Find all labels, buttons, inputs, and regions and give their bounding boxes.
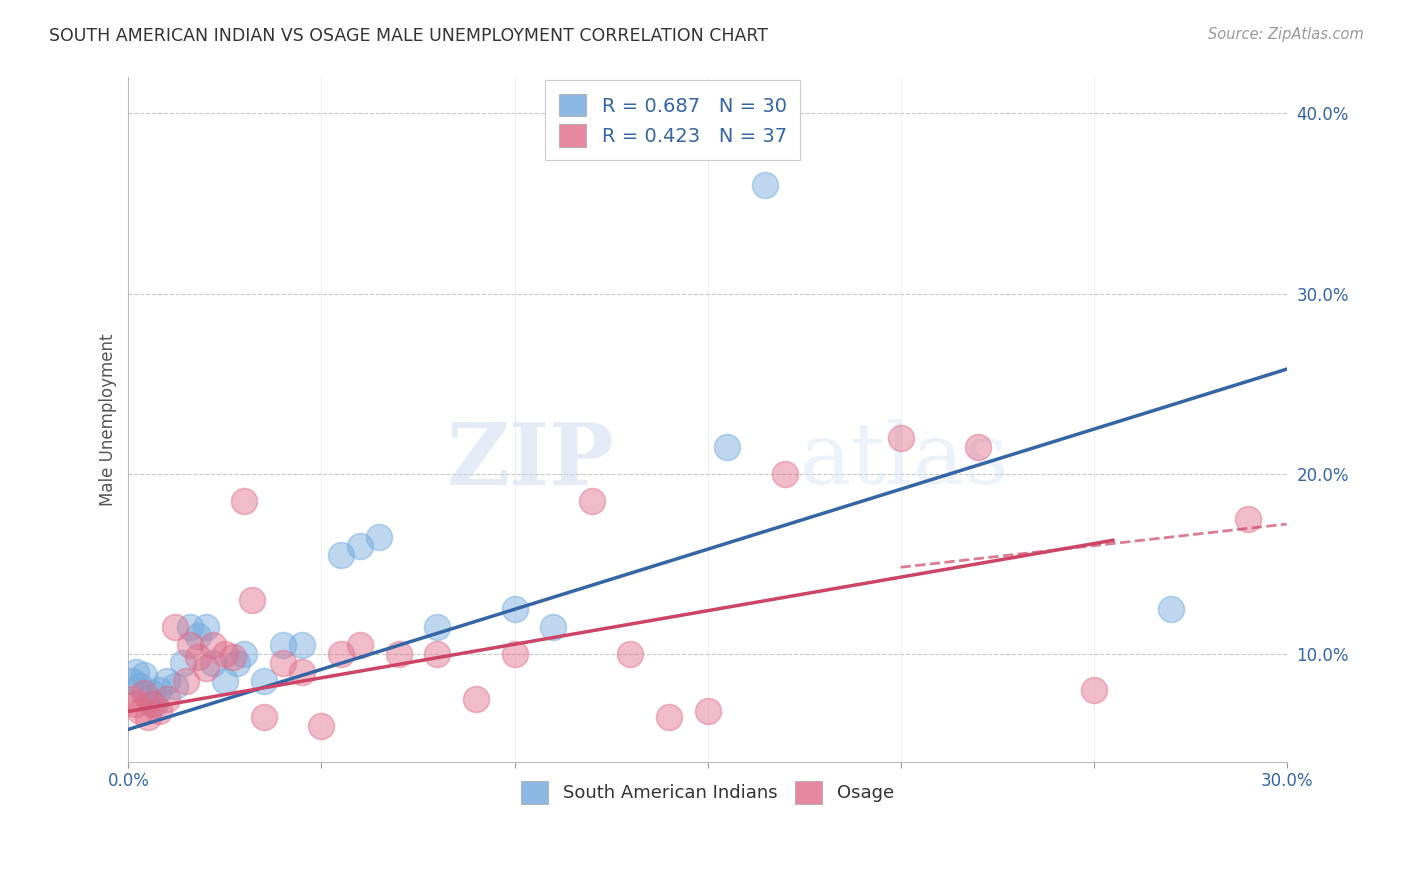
Point	[291, 638, 314, 652]
Point	[125, 697, 148, 711]
Point	[121, 691, 143, 706]
Text: ZIP: ZIP	[447, 418, 614, 503]
Point	[464, 691, 486, 706]
Point	[426, 647, 449, 661]
Point	[176, 673, 198, 688]
Point	[329, 548, 352, 562]
Point	[619, 647, 641, 661]
Point	[202, 656, 225, 670]
Point	[136, 710, 159, 724]
Point	[148, 682, 170, 697]
Point	[311, 719, 333, 733]
Point	[349, 638, 371, 652]
Point	[172, 656, 194, 670]
Point	[349, 539, 371, 553]
Legend: South American Indians, Osage: South American Indians, Osage	[510, 771, 905, 814]
Point	[252, 673, 274, 688]
Point	[121, 673, 143, 688]
Point	[156, 673, 179, 688]
Point	[658, 710, 681, 724]
Text: atlas: atlas	[800, 419, 1010, 502]
Point	[163, 620, 186, 634]
Text: Source: ZipAtlas.com: Source: ZipAtlas.com	[1208, 27, 1364, 42]
Point	[271, 638, 294, 652]
Point	[187, 629, 209, 643]
Point	[225, 656, 247, 670]
Point	[271, 656, 294, 670]
Point	[368, 530, 391, 544]
Point	[890, 431, 912, 445]
Point	[716, 440, 738, 454]
Point	[187, 650, 209, 665]
Y-axis label: Male Unemployment: Male Unemployment	[100, 334, 117, 506]
Point	[179, 638, 201, 652]
Point	[329, 647, 352, 661]
Point	[194, 661, 217, 675]
Point	[754, 178, 776, 193]
Point	[233, 647, 256, 661]
Point	[129, 704, 152, 718]
Point	[233, 493, 256, 508]
Point	[132, 686, 155, 700]
Point	[194, 620, 217, 634]
Point	[125, 665, 148, 679]
Point	[1160, 601, 1182, 615]
Point	[388, 647, 411, 661]
Point	[426, 620, 449, 634]
Point	[214, 647, 236, 661]
Point	[214, 673, 236, 688]
Point	[696, 704, 718, 718]
Point	[541, 620, 564, 634]
Point	[240, 592, 263, 607]
Point	[503, 601, 526, 615]
Point	[141, 697, 163, 711]
Point	[503, 647, 526, 661]
Point	[136, 691, 159, 706]
Point	[148, 704, 170, 718]
Point	[202, 638, 225, 652]
Text: SOUTH AMERICAN INDIAN VS OSAGE MALE UNEMPLOYMENT CORRELATION CHART: SOUTH AMERICAN INDIAN VS OSAGE MALE UNEM…	[49, 27, 768, 45]
Point	[252, 710, 274, 724]
Point	[966, 440, 988, 454]
Point	[222, 650, 245, 665]
Point	[179, 620, 201, 634]
Point	[581, 493, 603, 508]
Point	[132, 668, 155, 682]
Point	[1083, 682, 1105, 697]
Point	[163, 679, 186, 693]
Point	[1237, 511, 1260, 525]
Point	[291, 665, 314, 679]
Point	[156, 691, 179, 706]
Point	[773, 467, 796, 481]
Point	[141, 686, 163, 700]
Point	[129, 679, 152, 693]
Point	[145, 697, 167, 711]
